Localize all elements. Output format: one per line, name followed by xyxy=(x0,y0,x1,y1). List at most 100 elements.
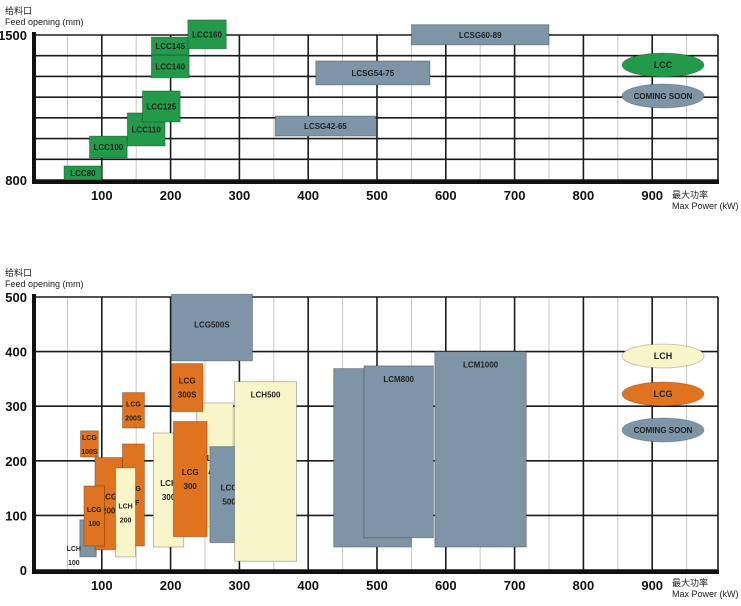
legend-swatch xyxy=(621,417,705,443)
box-label: LCH xyxy=(160,479,177,488)
box-lcsg42-65 xyxy=(274,115,377,137)
y-tick-label: 800 xyxy=(5,173,27,188)
top-xlabel-cn: 最大功率 xyxy=(672,190,709,200)
x-tick-label: 900 xyxy=(641,188,663,203)
x-tick-label: 500 xyxy=(366,188,388,203)
y-axis xyxy=(32,294,36,573)
legend-swatch xyxy=(621,343,705,369)
box-label: 200S xyxy=(125,415,142,422)
box-label: LCG xyxy=(87,507,102,514)
legend-label: COMING SOON xyxy=(634,426,693,435)
box-label: LCC160 xyxy=(192,30,222,39)
y-tick-label: 300 xyxy=(5,399,27,414)
x-tick-label: 100 xyxy=(91,188,113,203)
box-label: LCG500S xyxy=(194,321,230,330)
box-lcc100 xyxy=(88,135,128,159)
box-label: 100 xyxy=(88,521,100,528)
y-axis xyxy=(32,32,36,183)
y-tick-label: 1500 xyxy=(0,28,27,43)
box-label: LCG xyxy=(100,493,117,502)
bottom-ylabel: Feed opening (mm) xyxy=(5,279,84,289)
x-tick-label: 600 xyxy=(435,188,457,203)
x-axis xyxy=(32,180,719,184)
box-lcg300s xyxy=(170,363,204,413)
legend-label: LCC xyxy=(654,60,673,70)
box-label: LCM800 xyxy=(383,375,414,384)
box-label: LCG xyxy=(179,377,196,386)
box-label: 300 xyxy=(184,482,198,491)
top-ylabel-cn: 给料口 xyxy=(5,6,33,16)
box-label: LCG xyxy=(182,468,199,477)
box-label: LCG xyxy=(82,435,97,442)
box-label: LCG xyxy=(221,484,238,493)
box-label: LCM1000 xyxy=(463,361,499,370)
box-lcc160 xyxy=(187,19,227,50)
box-label: LCG xyxy=(126,401,141,408)
y-tick-label: 0 xyxy=(20,563,27,578)
box-lcsg54-75 xyxy=(315,60,431,86)
box-lcm1000 xyxy=(434,351,527,548)
box-lch500 xyxy=(234,381,298,562)
box-lcg100s xyxy=(79,430,99,458)
box-lcc125 xyxy=(141,90,181,123)
x-tick-label: 500 xyxy=(366,578,388,593)
box-label: LCC110 xyxy=(131,125,161,134)
x-tick-label: 100 xyxy=(91,578,113,593)
box-lcg200s xyxy=(121,392,145,429)
legend-swatch xyxy=(621,52,705,78)
x-tick-label: 800 xyxy=(573,188,595,203)
chart-2: 100 200 300 400 500 600 700 800 9000100200300400… xyxy=(5,290,719,593)
top-xlabel: Max Power (kW) xyxy=(672,201,739,211)
legend-label: LCH xyxy=(654,351,673,361)
bottom-ylabel-cn: 给料口 xyxy=(5,268,33,278)
x-tick-label: 300 xyxy=(229,188,251,203)
box-label: LCC100 xyxy=(93,143,123,152)
box-label: 200 xyxy=(120,517,132,524)
box-label: 100 xyxy=(68,560,80,567)
y-tick-label: 100 xyxy=(5,508,27,523)
y-tick-label: 500 xyxy=(5,290,27,305)
box-label: LCC80 xyxy=(70,169,96,178)
chart-1: 100 200 300 400 500 600 700 800 900 800 1500 LCC80 L… xyxy=(0,19,719,203)
box-label: LCSG42-65 xyxy=(304,122,347,131)
box-label: 300S xyxy=(178,391,197,400)
box-lcg500s xyxy=(170,293,253,362)
box-label: LCH xyxy=(67,546,81,553)
legend-label: LCG xyxy=(654,389,673,399)
box-label: LCSG60-89 xyxy=(459,31,502,40)
box-label: LCC125 xyxy=(146,102,176,111)
x-tick-label: 900 xyxy=(641,578,663,593)
box-label: LCC145 xyxy=(155,42,185,51)
legend-swatch xyxy=(621,83,705,109)
box-lcsg60-89 xyxy=(410,24,550,46)
box-label: LCC140 xyxy=(155,62,185,71)
box-lcg300 xyxy=(172,420,208,538)
box-label: LCH xyxy=(118,503,132,510)
x-tick-label: 800 xyxy=(573,578,595,593)
bottom-xlabel-cn: 最大功率 xyxy=(672,578,709,588)
y-tick-label: 400 xyxy=(5,345,27,360)
box-label: LCH500 xyxy=(251,391,281,400)
x-tick-label: 400 xyxy=(297,188,319,203)
x-tick-label: 200 xyxy=(160,188,182,203)
box-label: 500 xyxy=(222,498,236,507)
box-lch200 xyxy=(115,467,137,558)
box-label: 200 xyxy=(102,507,116,516)
legend-label: COMING SOON xyxy=(634,92,693,101)
box-label: 100S xyxy=(81,449,98,456)
y-tick-label: 200 xyxy=(5,454,27,469)
box-lcm800 xyxy=(363,365,434,539)
x-tick-label: 700 xyxy=(504,188,526,203)
box-label: LCSG54-75 xyxy=(352,69,395,78)
x-tick-label: 200 xyxy=(160,578,182,593)
x-tick-label: 300 xyxy=(229,578,251,593)
x-tick-label: 600 xyxy=(435,578,457,593)
box-lcg100 xyxy=(83,485,106,547)
x-axis xyxy=(32,570,719,574)
box-label: 300 xyxy=(162,493,176,502)
top-ylabel: Feed opening (mm) xyxy=(5,17,84,27)
x-tick-label: 700 xyxy=(504,578,526,593)
legend-swatch xyxy=(621,381,705,407)
bottom-xlabel: Max Power (kW) xyxy=(672,589,739,599)
